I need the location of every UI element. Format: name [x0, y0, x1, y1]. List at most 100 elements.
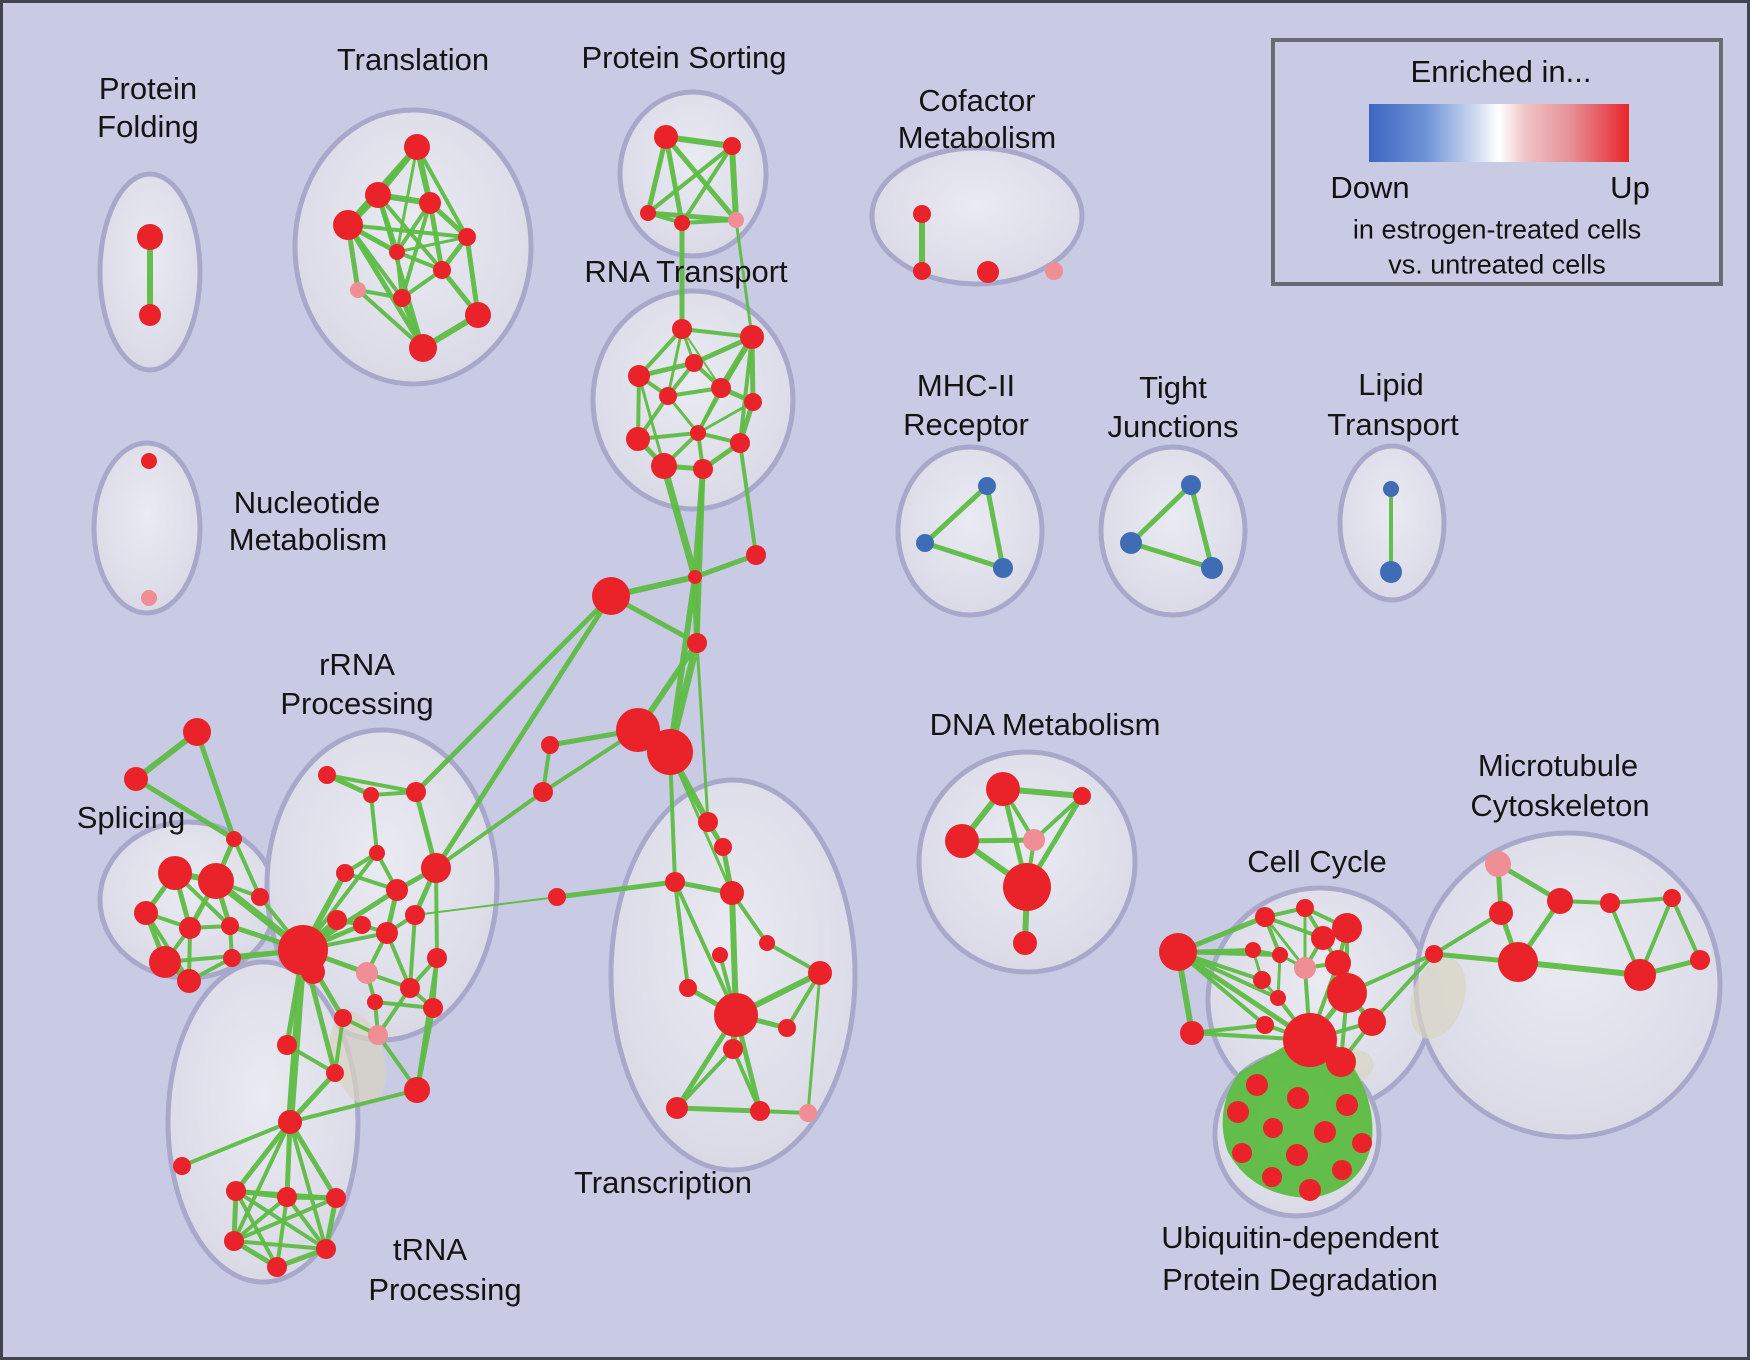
cluster-label-microtubule-cytoskeleton: Microtubule — [1478, 748, 1638, 783]
cluster-label-trna-processing: Processing — [368, 1272, 521, 1307]
ellipse-overlap-patch — [1410, 957, 1466, 1039]
node-TJ3 — [1201, 557, 1223, 579]
edge-R1-R3 — [325, 773, 418, 794]
node-U4 — [1227, 1101, 1249, 1123]
node-R14 — [400, 978, 420, 998]
node-M2 — [1547, 888, 1573, 914]
node-N3 — [628, 365, 650, 387]
node-M5 — [1498, 942, 1538, 982]
node-K11 — [1327, 973, 1367, 1013]
cluster-label-protein-folding: Folding — [97, 109, 199, 144]
cluster-label-trna-processing: tRNA — [393, 1232, 467, 1267]
cluster-label-mhc-ii-receptor: MHC-II — [917, 368, 1015, 403]
cluster-label-rrna-processing: Processing — [280, 686, 433, 721]
node-T9 — [393, 289, 411, 307]
node-R3 — [406, 782, 426, 802]
node-CF3 — [977, 261, 999, 283]
node-T1 — [404, 134, 430, 160]
node-R12 — [427, 948, 447, 968]
node-C3 — [592, 577, 630, 615]
node-R10 — [376, 922, 398, 944]
edge-CCL2-K13 — [1190, 1023, 1267, 1035]
cluster-label-rrna-processing: rRNA — [319, 647, 395, 682]
node-U2 — [1287, 1087, 1309, 1109]
node-X17 — [666, 1097, 688, 1119]
node-NM2 — [141, 590, 157, 606]
node-PF1 — [137, 224, 163, 250]
node-K13 — [1256, 1016, 1274, 1034]
edge-T1-T6 — [395, 145, 419, 254]
edge-R6-C3 — [433, 593, 614, 871]
node-X14 — [714, 993, 758, 1037]
cluster-label-cofactor-metabolism: Metabolism — [898, 120, 1057, 155]
node-N11 — [651, 453, 677, 479]
node-D1 — [986, 772, 1020, 806]
node-X19 — [799, 1104, 817, 1122]
edge-N7-N9 — [696, 400, 755, 435]
edge-TR3-TR4 — [232, 1196, 338, 1243]
node-TR5 — [316, 1239, 336, 1259]
edge-M6-M7 — [1608, 896, 1674, 905]
node-T11 — [409, 334, 437, 362]
legend-up-label: Up — [1610, 170, 1650, 205]
legend: Enriched in... Down Up in estrogen-treat… — [1271, 38, 1723, 286]
node-PS5 — [728, 212, 744, 228]
node-ST1 — [183, 718, 211, 746]
edge-X7-X13 — [673, 880, 690, 990]
node-U5 — [1263, 1118, 1283, 1138]
cluster-label-rna-transport: RNA Transport — [584, 254, 788, 289]
edge-R21-TC — [288, 1088, 419, 1124]
edge-TC-TR1 — [233, 1119, 293, 1194]
node-X3 — [541, 736, 559, 754]
edge-TR1-TR6 — [234, 1189, 279, 1269]
node-M3 — [1489, 901, 1513, 925]
node-D5 — [1003, 863, 1051, 911]
node-TR4 — [224, 1231, 244, 1251]
edge-N10-C2 — [738, 441, 758, 557]
node-CCL — [1159, 933, 1197, 971]
edge-PS2-PS4 — [680, 144, 734, 225]
node-R9 — [353, 916, 371, 934]
node-NM1 — [141, 453, 157, 469]
node-HB2 — [301, 960, 325, 984]
node-R6 — [421, 853, 451, 883]
cluster-ellipse-tight-junctions — [1098, 444, 1248, 618]
edge-PS1-PS4 — [663, 134, 685, 226]
node-N12 — [693, 459, 713, 479]
node-PS4 — [674, 215, 690, 231]
node-R21 — [404, 1077, 430, 1103]
node-T7 — [433, 261, 451, 279]
cluster-label-ubiquitin-degradation: Protein Degradation — [1162, 1262, 1438, 1297]
node-M6 — [1600, 893, 1620, 913]
node-T10 — [465, 302, 491, 328]
edge-M7-M9 — [1670, 896, 1702, 962]
cluster-label-tight-junctions: Junctions — [1108, 409, 1239, 444]
node-X2 — [647, 729, 693, 775]
node-X15 — [723, 1039, 743, 1059]
edge-X12-X19 — [806, 971, 822, 1115]
node-X13 — [679, 979, 697, 997]
cluster-ellipse-trna-processing — [165, 959, 361, 1285]
edge-T3-T11 — [376, 193, 425, 350]
edge-MH2-MH3 — [922, 540, 1006, 571]
node-M9 — [1690, 950, 1710, 970]
edge-TR2-TR5 — [285, 1195, 328, 1251]
edge-T1-T5 — [415, 145, 469, 239]
node-R13 — [356, 962, 378, 984]
edge-C1-C2 — [692, 552, 759, 580]
cluster-label-lipid-transport: Lipid — [1358, 367, 1424, 402]
node-PS3 — [640, 205, 656, 221]
edge-MH1-MH3 — [984, 483, 1006, 571]
edge-T5-T6 — [395, 235, 469, 254]
cluster-label-protein-folding: Protein — [99, 71, 197, 106]
node-X10 — [759, 935, 775, 951]
node-X18 — [750, 1101, 770, 1121]
node-X6 — [714, 838, 732, 856]
node-K6 — [1272, 947, 1288, 963]
node-U11 — [1332, 1160, 1352, 1180]
node-R1 — [318, 766, 336, 784]
node-T4 — [419, 192, 441, 214]
edge-T2-T11 — [345, 222, 426, 351]
